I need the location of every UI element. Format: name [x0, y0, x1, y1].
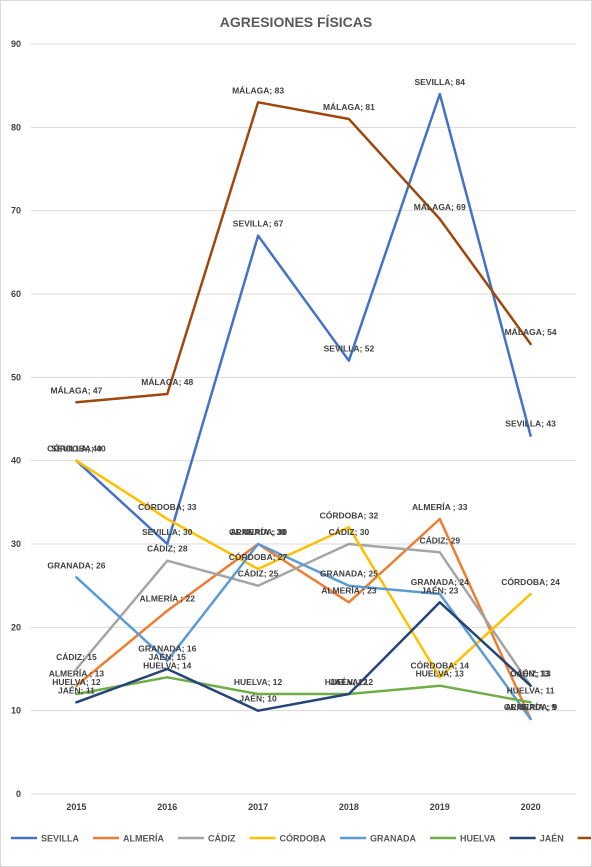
data-label: ALMERÍA ; 9 [505, 702, 556, 712]
y-tick-label: 90 [11, 39, 21, 49]
data-label: HUELVA; 13 [416, 669, 465, 679]
x-tick-label: 2016 [157, 802, 177, 812]
data-label: HUELVA; 14 [143, 660, 192, 670]
data-label: MÁLAGA; 48 [141, 377, 193, 387]
legend-label: ALMERÍA [123, 834, 164, 844]
y-tick-label: 40 [11, 456, 21, 466]
data-label: GRANADA; 30 [229, 527, 287, 537]
legend-label: SEVILLA [41, 834, 80, 844]
x-tick-label: 2020 [521, 802, 541, 812]
data-label: CÁDIZ; 30 [329, 527, 370, 537]
y-tick-label: 50 [11, 372, 21, 382]
data-label: HUELVA; 12 [325, 677, 374, 687]
y-tick-label: 20 [11, 622, 21, 632]
data-label-layer: SEVILLA; 40 SEVILLA; 30 SEVILLA; 67 SEVILLA… [47, 77, 560, 712]
chart-title: AGRESIONES FÍSICAS [220, 14, 372, 30]
data-label: SEVILLA; 84 [414, 77, 465, 87]
x-axis-ticks: 2015 2016 2017 2018 2019 2020 [66, 802, 540, 812]
y-axis-ticks: 0 10 20 30 40 50 60 70 80 90 [11, 39, 21, 799]
legend-label: CÓRDOBA [280, 833, 327, 844]
y-tick-label: 10 [11, 706, 21, 716]
data-label: JAÉN; 12 [330, 677, 368, 687]
data-label: GRANADA; 16 [138, 644, 196, 654]
data-label: CÓRDOBA; 14 [410, 659, 469, 670]
legend-label: CÁDIZ [208, 834, 236, 844]
y-tick-label: 80 [11, 122, 21, 132]
data-label: HUELVA; 12 [52, 677, 101, 687]
data-label: CÁDIZ; 29 [419, 535, 460, 545]
data-label: SEVILLA; 30 [142, 527, 193, 537]
data-label: JAÉN; 11 [58, 685, 95, 695]
data-label: CÁDIZ; 13 [510, 669, 551, 679]
x-tick-label: 2015 [66, 802, 86, 812]
legend-label: JAÉN [540, 834, 564, 844]
data-label: ALMERÍA ; 23 [321, 585, 377, 595]
x-tick-label: 2017 [248, 802, 268, 812]
data-label: CÓRDOBA; 32 [320, 509, 379, 520]
y-tick-label: 60 [11, 289, 21, 299]
data-label: GRANADA; 9 [504, 702, 558, 712]
y-tick-label: 0 [16, 789, 21, 799]
data-label: MÁLAGA; 47 [50, 385, 102, 395]
series-layer [75, 92, 532, 721]
data-label: JAÉN; 10 [239, 694, 277, 704]
series-line-sevilla [75, 92, 532, 546]
legend-label: GRANADA [370, 834, 416, 844]
data-label: JAÉN; 13 [512, 669, 550, 679]
data-label: ALMERÍA ; 33 [412, 502, 468, 512]
data-label: CÓRDOBA; 27 [229, 551, 288, 562]
legend-label: HUELVA [460, 834, 496, 844]
data-label: MÁLAGA; 69 [414, 202, 466, 212]
data-label: HUELVA; 11 [507, 685, 555, 695]
data-label: HUELVA; 12 [234, 677, 283, 687]
data-label: MÁLAGA; 83 [232, 85, 284, 95]
data-label: ALMERÍA ; 30 [230, 527, 286, 537]
grid-layer [31, 43, 576, 795]
series-line-málaga [75, 101, 532, 404]
x-tick-label: 2018 [339, 802, 359, 812]
data-label: GRANADA; 25 [320, 569, 378, 579]
data-label: GRANADA; 26 [47, 560, 105, 570]
x-tick-label: 2019 [430, 802, 450, 812]
data-label: CÁDIZ; 25 [238, 569, 279, 579]
series-line-huelva [75, 676, 532, 704]
data-label: SEVILLA; 40 [51, 444, 102, 454]
series-line-almería [75, 517, 532, 721]
data-label: JAÉN; 23 [421, 585, 459, 595]
data-label: CÓRDOBA; 40 [47, 443, 106, 454]
data-label: CÁDIZ; 28 [147, 544, 188, 554]
data-label: CÁDIZ; 15 [56, 652, 97, 662]
data-label: SEVILLA; 43 [505, 419, 556, 429]
data-label: JAÉN; 15 [149, 652, 187, 662]
data-label: CÓRDOBA; 24 [501, 576, 560, 587]
data-label: MÁLAGA; 54 [505, 327, 557, 337]
series-line-jaén [75, 601, 532, 712]
data-label: MÁLAGA; 81 [323, 102, 375, 112]
data-label: CÓRDOBA; 33 [138, 501, 197, 512]
series-line-córdoba [75, 459, 532, 679]
y-tick-label: 70 [11, 206, 21, 216]
y-tick-label: 30 [11, 539, 21, 549]
data-label: GRANADA; 24 [411, 577, 469, 587]
data-label: SEVILLA; 52 [324, 344, 375, 354]
data-label: SEVILLA; 67 [233, 219, 284, 229]
legend: SEVILLA ALMERÍA CÁDIZ CÓRDOBA GRANADA HUELVA J… [11, 833, 591, 844]
data-label: ALMERÍA ; 22 [140, 594, 196, 604]
data-label: ALMERÍA ; 13 [49, 669, 105, 679]
